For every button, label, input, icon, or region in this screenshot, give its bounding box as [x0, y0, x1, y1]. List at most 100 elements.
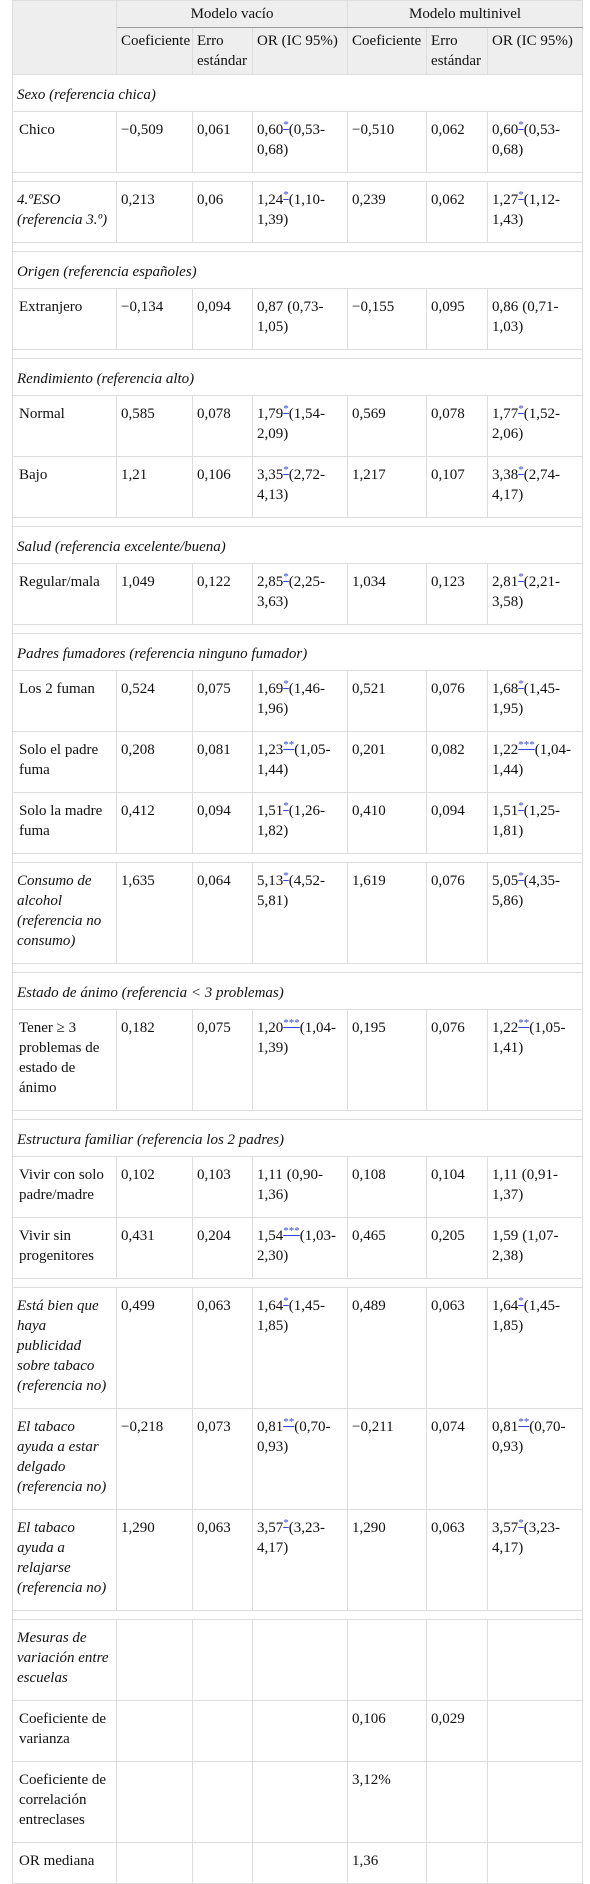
- cell: −0,211: [347, 1408, 428, 1510]
- confidence-interval: (1,45-1,95): [492, 681, 561, 717]
- confidence-interval: (2,74-4,17): [492, 467, 561, 503]
- or-cell: 1,54***(1,03-2,30): [251, 1217, 349, 1279]
- significance-link[interactable]: ***: [518, 739, 535, 751]
- cell: 0,499: [116, 1287, 193, 1409]
- section-row: Estado de ánimo (referencia < 3 problema…: [11, 972, 584, 1010]
- confidence-interval: (2,21-3,58): [492, 574, 561, 610]
- empty-cell: [487, 1842, 584, 1884]
- significance-link[interactable]: *: [283, 403, 289, 415]
- cell: 1,36: [347, 1842, 428, 1884]
- cell: 0,108: [347, 1156, 428, 1218]
- confidence-interval: (0,53-0,68): [492, 122, 561, 158]
- data-row: Solo la madre fuma 0,412 0,094 1,51*(1,26-1…: [12, 792, 584, 854]
- significance-link[interactable]: *: [518, 1517, 524, 1529]
- spacer-row: [11, 1278, 584, 1288]
- cell: 1,049: [116, 563, 193, 625]
- significance-link[interactable]: *: [518, 571, 524, 583]
- row-label: Vivir con solo padre/madre: [12, 1156, 117, 1218]
- or-cell: 1,59 (1,07-2,38): [487, 1217, 584, 1279]
- cell: 0,213: [116, 181, 193, 243]
- section-row: Padres fumadores (referencia ninguno fum…: [11, 633, 584, 671]
- significance-link[interactable]: *: [283, 189, 289, 201]
- empty-cell: [426, 1842, 489, 1884]
- significance-link[interactable]: *: [283, 464, 289, 476]
- significance-link[interactable]: ***: [283, 1017, 300, 1029]
- cell: 0,094: [426, 792, 489, 854]
- cell: −0,510: [347, 111, 428, 173]
- confidence-interval: (0,90-1,36): [257, 1167, 323, 1203]
- significance-link[interactable]: *: [518, 189, 524, 201]
- empty-cell: [116, 1842, 193, 1884]
- significance-link[interactable]: *: [283, 800, 289, 812]
- cell: 0,063: [426, 1287, 489, 1409]
- spacer: [11, 349, 584, 359]
- or-value: 1,59: [492, 1228, 519, 1244]
- significance-link[interactable]: *: [518, 1295, 524, 1307]
- data-row: Vivir sin progenitores 0,431 0,204 1,54***(…: [12, 1217, 584, 1279]
- significance-link[interactable]: *: [518, 464, 524, 476]
- spacer: [11, 242, 584, 252]
- corner: [12, 0, 117, 75]
- row-label: Bajo: [12, 456, 117, 518]
- empty-cell: [426, 1619, 489, 1701]
- significance-link[interactable]: *: [283, 119, 289, 131]
- cell: 0,208: [116, 731, 193, 793]
- data-row: Chico −0,509 0,061 0,60*(0,53-0,68) −0,510 0,…: [12, 111, 584, 173]
- or-value: 1,69: [257, 681, 284, 697]
- cell: 0,106: [192, 456, 253, 518]
- significance-link[interactable]: *: [518, 678, 524, 690]
- spacer: [11, 624, 584, 634]
- significance-link[interactable]: **: [283, 739, 295, 751]
- cell: 0,082: [426, 731, 489, 793]
- or-value: 1,64: [492, 1298, 519, 1314]
- significance-link[interactable]: *: [518, 403, 524, 415]
- cell: 1,290: [116, 1509, 193, 1611]
- or-cell: 1,11 (0,91-1,37): [487, 1156, 584, 1218]
- significance-link[interactable]: **: [518, 1017, 530, 1029]
- significance-link[interactable]: ***: [283, 1225, 300, 1237]
- significance-link[interactable]: **: [518, 1416, 530, 1428]
- row-label: Chico: [12, 111, 117, 173]
- confidence-interval: (1,12-1,43): [492, 192, 561, 228]
- column-header: Erro estándar: [426, 27, 489, 75]
- cell: 0,063: [192, 1287, 253, 1409]
- cell: 1,21: [116, 456, 193, 518]
- significance-link[interactable]: *: [518, 800, 524, 812]
- or-cell: 5,13*(4,52-5,81): [251, 862, 349, 964]
- or-value: 1,11: [492, 1167, 518, 1183]
- or-cell: 1,68*(1,45-1,95): [487, 670, 584, 732]
- significance-link[interactable]: *: [518, 870, 524, 882]
- cell: 0,103: [192, 1156, 253, 1218]
- significance-link[interactable]: *: [283, 870, 289, 882]
- cell: 0,063: [192, 1509, 253, 1611]
- empty-cell: [116, 1700, 193, 1762]
- section-title: Padres fumadores (referencia ninguno fum…: [11, 633, 584, 671]
- significance-link[interactable]: *: [518, 119, 524, 131]
- confidence-interval: (1,25-1,81): [492, 803, 561, 839]
- confidence-interval: (0,71-1,03): [492, 299, 559, 335]
- or-cell: 0,60*(0,53-0,68): [251, 111, 349, 173]
- confidence-interval: (1,05-1,44): [257, 742, 331, 778]
- empty-cell: [192, 1842, 253, 1884]
- group-header: Modelo multinivel: [347, 0, 584, 28]
- cell: 0,095: [426, 288, 489, 350]
- or-cell: 3,38*(2,74-4,17): [487, 456, 584, 518]
- cell: 0,239: [347, 181, 428, 243]
- significance-link[interactable]: *: [283, 571, 289, 583]
- or-cell: 0,81**(0,70-0,93): [251, 1408, 349, 1510]
- data-row: Consumo de alcohol (referencia no consum…: [12, 862, 584, 964]
- significance-link[interactable]: *: [283, 1517, 289, 1529]
- spacer-row: [11, 624, 584, 634]
- or-cell: 0,86 (0,71-1,03): [487, 288, 584, 350]
- or-value: 2,81: [492, 574, 519, 590]
- significance-link[interactable]: *: [283, 1295, 289, 1307]
- cell: 0,205: [426, 1217, 489, 1279]
- cell: 0,073: [192, 1408, 253, 1510]
- spacer-row: [11, 1610, 584, 1620]
- cell: 0,107: [426, 456, 489, 518]
- or-cell: 0,81**(0,70-0,93): [487, 1408, 584, 1510]
- significance-link[interactable]: **: [283, 1416, 295, 1428]
- or-value: 5,05: [492, 873, 519, 889]
- significance-link[interactable]: *: [283, 678, 289, 690]
- or-cell: 2,81*(2,21-3,58): [487, 563, 584, 625]
